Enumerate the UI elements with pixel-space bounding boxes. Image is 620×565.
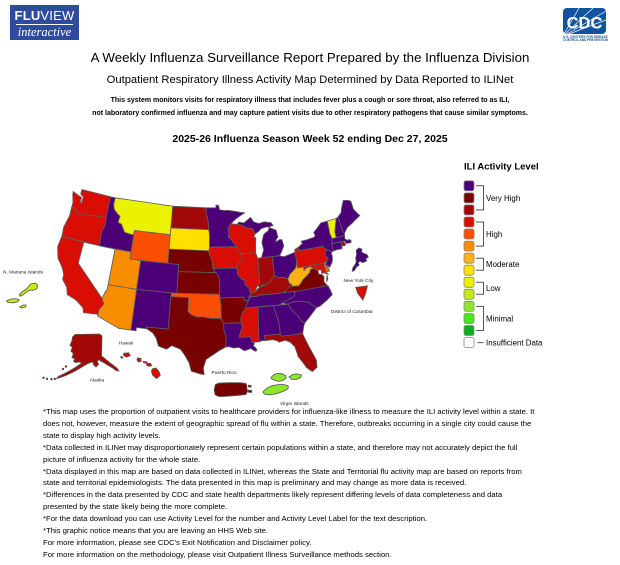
svg-text:Moderate: Moderate [486, 260, 520, 269]
svg-text:New York City: New York City [344, 278, 374, 284]
svg-text:Puerto Rico: Puerto Rico [212, 370, 237, 376]
svg-text:Virgin Islands: Virgin Islands [280, 401, 309, 407]
svg-text:Alaska: Alaska [90, 377, 105, 383]
svg-text:ILI Activity Level: ILI Activity Level [464, 162, 539, 173]
svg-text:Hawaii: Hawaii [119, 340, 133, 346]
svg-text:Low: Low [486, 284, 501, 293]
svg-text:CDC: CDC [567, 15, 603, 33]
svg-text:District of Columbia: District of Columbia [331, 309, 373, 315]
svg-text:High: High [486, 230, 502, 239]
svg-text:Minimal: Minimal [486, 314, 513, 323]
svg-text:Insufficient Data: Insufficient Data [486, 339, 543, 348]
svg-text:Very High: Very High [486, 194, 520, 203]
svg-text:N. Mariana Islands: N. Mariana Islands [3, 269, 44, 275]
